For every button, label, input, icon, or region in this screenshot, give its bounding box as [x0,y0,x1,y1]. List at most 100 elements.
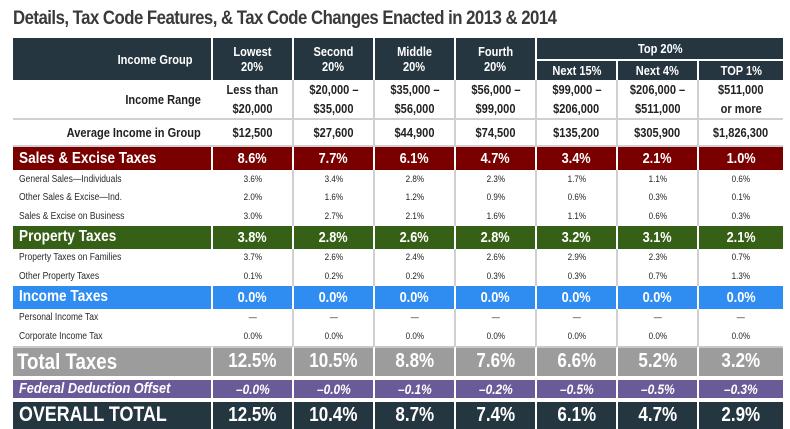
col-header-top1: TOP 1% [699,59,783,80]
col-header-middle: Middle 20% [375,38,456,80]
row-label: Other Property Taxes [19,270,100,282]
cell: 2.9% [699,397,783,429]
cell: 3.1% [618,225,699,249]
row-label: Property Taxes on Families [19,252,122,264]
cell: 0.3% [731,210,751,222]
col-header-top20: Top 20% [537,38,783,59]
cell: 0.0% [618,327,699,346]
cell: $20,000 – $35,000 [294,80,375,120]
cell: 8.8% [375,345,456,376]
detail-row: Personal Income Tax — — — — — — — [13,308,783,327]
cell: 2.8% [375,170,456,189]
cell: 0.7% [731,252,751,264]
cell: 1.7% [537,170,618,189]
cell: 2.3% [456,170,537,189]
cell: $135,200 [537,120,618,147]
cell: 3.2% [537,225,618,249]
row-label: Other Sales & Excise—Ind. [19,192,122,204]
cell: $511,000 or more [699,80,783,120]
cell: 5.2% [618,345,699,376]
detail-row: Corporate Income Tax 0.0% 0.0% 0.0% 0.0%… [13,327,783,346]
cell: 1.1% [618,170,699,189]
income-group-label: Income Group [13,38,213,80]
cell: 0.6% [537,188,618,207]
cell: 8.7% [375,397,456,429]
cell: –0.1% [375,375,456,398]
row-label: General Sales—Individuals [19,173,122,185]
cell: 12.5% [213,345,294,376]
cell: 2.6% [456,248,537,267]
row-label: Income Range [13,80,213,120]
cell: Less than $20,000 [213,80,294,120]
cell: 7.7% [294,147,375,170]
cell: 0.0% [375,327,456,346]
cell: 1.0% [699,147,783,170]
cell: $99,000 – $206,000 [537,80,618,120]
cell: 0.0% [375,285,456,309]
row-label: Income Taxes [13,285,213,309]
detail-row: General Sales—Individuals 3.6% 3.4% 2.8%… [13,170,783,189]
cell: 0.0% [731,330,751,342]
cell: $1,826,300 [699,120,783,147]
detail-row: Sales & Excise on Business 3.0% 2.7% 2.1… [13,207,783,226]
detail-row: Other Property Taxes 0.1% 0.2% 0.2% 0.3%… [13,267,783,286]
cell: 0.0% [213,327,294,346]
cell: $44,900 [375,120,456,147]
cell: 0.7% [618,267,699,286]
income-taxes-row: Income Taxes 0.0% 0.0% 0.0% 0.0% 0.0% 0.… [13,285,783,309]
cell: 2.4% [375,248,456,267]
cell: $74,500 [456,120,537,147]
property-taxes-row: Property Taxes 3.8% 2.8% 2.6% 2.8% 3.2% … [13,225,783,249]
detail-row: Other Sales & Excise—Ind. 2.0% 1.6% 1.2%… [13,188,783,207]
cell: 4.7% [456,147,537,170]
cell: — [537,308,618,327]
cell: 7.6% [456,345,537,376]
tax-table: Income Group Lowest 20% Second 20% Middle 2… [13,38,783,429]
cell: 8.6% [213,147,294,170]
cell: 0.0% [213,285,294,309]
cell: 0.0% [537,285,618,309]
cell: — [213,308,294,327]
cell: 0.6% [618,207,699,226]
average-income-row: Average Income in Group $12,500 $27,600 … [13,120,783,147]
overall-total-row: OVERALL TOTAL 12.5% 10.4% 8.7% 7.4% 6.1%… [13,397,783,429]
cell: 6.6% [537,345,618,376]
cell: 0.6% [731,173,751,185]
cell: — [618,308,699,327]
row-label: Sales & Excise on Business [19,210,125,222]
cell: 0.0% [537,327,618,346]
cell: $35,000 – $56,000 [375,80,456,120]
cell: 0.3% [618,188,699,207]
cell: –0.5% [537,375,618,398]
cell: 2.9% [537,248,618,267]
cell: 2.6% [294,248,375,267]
cell: 3.4% [537,147,618,170]
subheader-row: Next 15% Next 4% TOP 1% [13,59,783,80]
cell: 7.4% [456,397,537,429]
cell: 0.2% [294,267,375,286]
cell: 0.1% [213,267,294,286]
cell: 2.8% [456,225,537,249]
header-row: Income Group Lowest 20% Second 20% Middle 2… [13,38,783,80]
page-title: Details, Tax Code Features, & Tax Code C… [13,7,557,29]
cell: 0.2% [375,267,456,286]
cell: 1.3% [731,270,751,282]
cell: 0.0% [618,285,699,309]
cell: 0.0% [456,327,537,346]
cell: 12.5% [213,397,294,429]
cell: –0.2% [456,375,537,398]
cell: –0.0% [213,375,294,398]
row-label: Corporate Income Tax [19,330,103,342]
cell: –0.5% [618,375,699,398]
cell: 3.0% [213,207,294,226]
cell: $305,900 [618,120,699,147]
cell: 2.0% [213,188,294,207]
cell: 0.1% [731,192,751,204]
federal-deduction-offset-row: Federal Deduction Offset –0.0% –0.0% –0.… [13,375,783,398]
cell: $27,600 [294,120,375,147]
cell: $206,000 – $511,000 [618,80,699,120]
cell: 1.6% [294,188,375,207]
cell: 0.3% [456,267,537,286]
cell: 3.7% [213,248,294,267]
sales-excise-row: Sales & Excise Taxes 8.6% 7.7% 6.1% 4.7%… [13,147,783,170]
